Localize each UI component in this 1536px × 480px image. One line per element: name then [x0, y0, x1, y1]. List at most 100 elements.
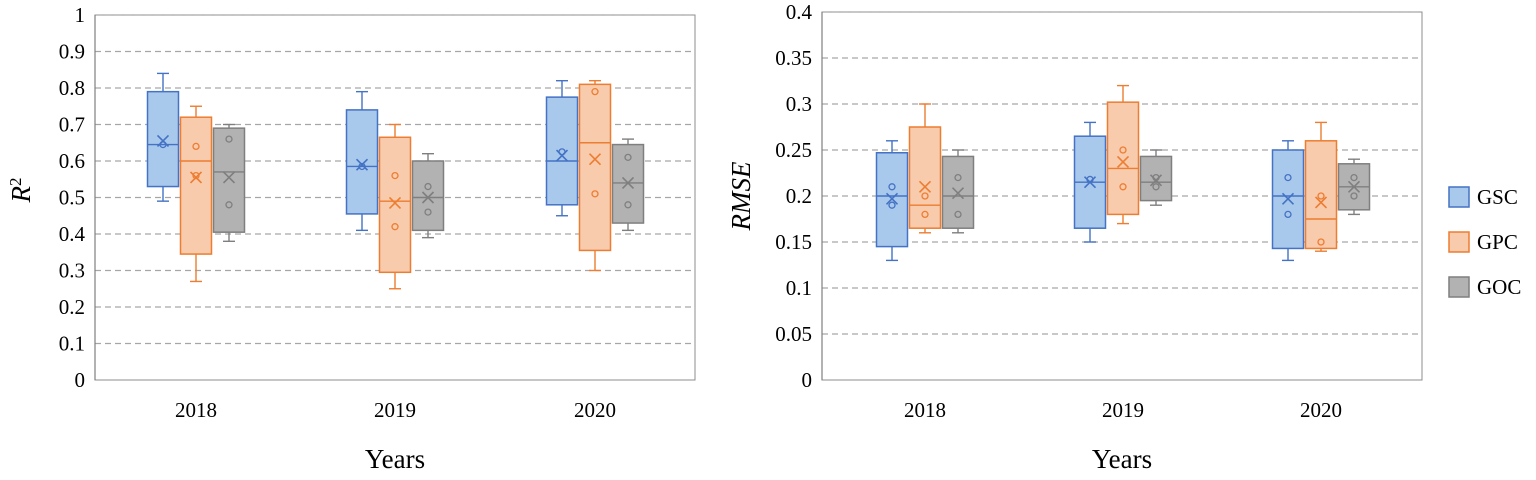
- box-gpc-2019: [378, 123, 412, 290]
- mean-marker: [189, 171, 203, 184]
- inner-point: [391, 223, 399, 231]
- rmse-chart: 0 0.05 0.1 0.15 0.2 0.25 0.3 0.35 0.4 2018 2019 202…: [726, 0, 1423, 474]
- legend-label: GSC: [1477, 185, 1518, 209]
- box-gpc-2020: [1304, 121, 1338, 252]
- inner-point: [1350, 173, 1358, 182]
- inner-point: [1119, 183, 1127, 191]
- y-tick-label: 0.35: [775, 46, 812, 70]
- y-tick-label: 0.25: [775, 138, 812, 162]
- box-body: [1139, 155, 1173, 202]
- inner-point: [424, 182, 432, 191]
- x-tick-label: 2019: [374, 398, 416, 422]
- box-body: [146, 90, 180, 188]
- box-gsc-2019: [345, 90, 379, 232]
- r2-chart: 0 0.1 0.2 0.3 0.4 0.5 0.6 0.7 0.8 0.9 1 2018 2019 202…: [6, 3, 696, 474]
- inner-point: [1317, 238, 1325, 246]
- box-body: [411, 160, 445, 232]
- y-tick-label: 0.6: [59, 149, 85, 173]
- y-tick-label: 0.15: [775, 230, 812, 254]
- box-body: [1106, 101, 1140, 216]
- box-body: [179, 116, 213, 255]
- x-tick-label: 2019: [1102, 398, 1144, 422]
- legend-swatch: [1448, 186, 1470, 208]
- y-tick-label: 0.5: [59, 186, 85, 210]
- inner-point: [1350, 192, 1358, 200]
- box-goc-2020: [611, 138, 645, 232]
- inner-point: [624, 153, 632, 162]
- mean-marker: [1281, 192, 1295, 205]
- y-tick-label: 1: [75, 3, 86, 27]
- box-gpc-2020: [578, 79, 612, 272]
- legend-item-gpc: GPC: [1448, 230, 1518, 254]
- inner-point: [424, 208, 432, 216]
- box-goc-2020: [1337, 158, 1371, 216]
- inner-point: [391, 171, 399, 180]
- box-goc-2018: [941, 149, 975, 234]
- inner-point: [225, 135, 233, 143]
- x-tick-label: 2018: [904, 398, 946, 422]
- y-tick-label: 0.3: [59, 259, 85, 283]
- mean-marker: [355, 158, 369, 171]
- box-gsc-2020: [1271, 140, 1305, 262]
- inner-point: [624, 201, 632, 209]
- box-gsc-2019: [1073, 121, 1107, 243]
- box-body: [908, 126, 942, 229]
- y-tick-label: 0.1: [59, 332, 85, 356]
- y-tick-label: 0.4: [786, 0, 813, 24]
- box-body: [378, 136, 412, 274]
- box-body: [545, 96, 579, 206]
- mean-marker: [1347, 180, 1361, 193]
- box-gpc-2018: [908, 103, 942, 234]
- box-body: [212, 127, 246, 233]
- y-tick-label: 0.7: [59, 113, 85, 137]
- inner-point: [159, 140, 167, 149]
- mean-marker: [222, 171, 236, 184]
- inner-point: [192, 171, 200, 180]
- x-tick-label: 2020: [574, 398, 616, 422]
- inner-point: [1086, 175, 1094, 184]
- y-tick-label: 0.2: [786, 184, 812, 208]
- inner-point: [888, 183, 896, 191]
- x-tick-label: 2018: [175, 398, 217, 422]
- y-axis-label-superscript: 2: [6, 178, 25, 187]
- inner-point: [954, 173, 962, 182]
- box-body: [1304, 140, 1338, 250]
- y-tick-label: 0.8: [59, 76, 85, 100]
- legend-item-goc: GOC: [1448, 275, 1521, 299]
- inner-point: [1119, 146, 1127, 154]
- mean-marker: [885, 192, 899, 205]
- inner-point: [225, 201, 233, 209]
- mean-marker: [421, 191, 435, 204]
- inner-point: [1317, 192, 1325, 200]
- inner-point: [358, 162, 366, 171]
- y-axis-label: RMSE: [726, 161, 756, 231]
- x-tick-label: 2020: [1300, 398, 1342, 422]
- box-gpc-2018: [179, 105, 213, 283]
- box-gsc-2020: [545, 79, 579, 217]
- inner-point: [1152, 173, 1160, 182]
- inner-point: [558, 148, 566, 156]
- inner-point: [591, 190, 599, 198]
- inner-point: [954, 210, 962, 219]
- box-gsc-2018: [875, 140, 909, 262]
- box-gpc-2019: [1106, 84, 1140, 225]
- inner-point: [888, 201, 896, 209]
- box-goc-2019: [411, 152, 445, 239]
- x-axis-label: Years: [365, 444, 425, 474]
- inner-point: [192, 142, 200, 151]
- y-axis-label: R2: [6, 178, 37, 204]
- x-axis-label: Years: [1092, 444, 1152, 474]
- legend-label: GOC: [1477, 275, 1521, 299]
- box-goc-2019: [1139, 149, 1173, 206]
- y-tick-label: 0.05: [775, 322, 812, 346]
- box-gsc-2018: [146, 72, 180, 202]
- legend-swatch: [1448, 231, 1470, 253]
- mean-marker: [918, 180, 932, 193]
- inner-point: [921, 210, 929, 219]
- box-body: [578, 83, 612, 252]
- y-tick-label: 0.4: [59, 222, 86, 246]
- legend: GSC GPC GOC: [1448, 185, 1521, 299]
- mean-marker: [1116, 155, 1130, 169]
- inner-point: [1284, 173, 1292, 182]
